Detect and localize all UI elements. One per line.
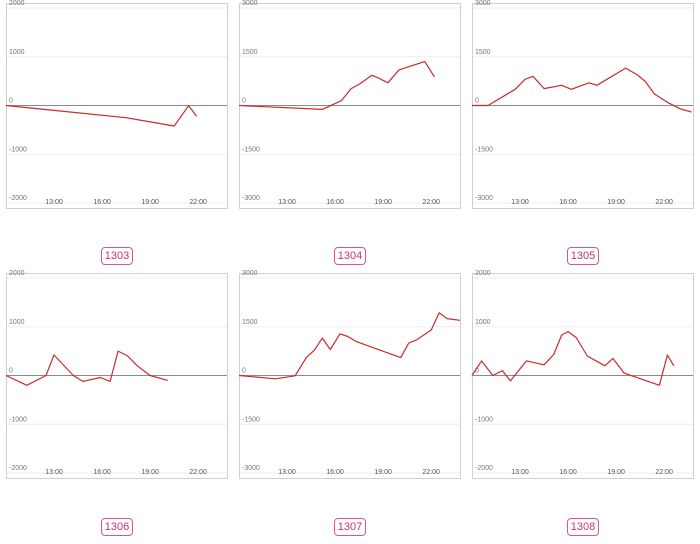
series-line [5, 350, 168, 386]
x-tick-label: 13:00 [278, 469, 296, 476]
chart-badge[interactable]: 1303 [101, 247, 133, 265]
y-tick-label: 1500 [242, 49, 258, 56]
chart-badge[interactable]: 1305 [567, 247, 599, 265]
x-tick-label: 19:00 [607, 199, 625, 206]
series-line [472, 67, 692, 113]
x-tick-label: 19:00 [374, 469, 392, 476]
y-tick-label: 0 [475, 368, 479, 375]
y-tick-label: 0 [242, 368, 246, 375]
y-tick-label: 1500 [475, 49, 491, 56]
y-tick-label: -2000 [475, 465, 493, 472]
y-tick-label: 0 [242, 98, 246, 105]
chart-svg: 3000 1500 0 -1500 -3000 13:00 16:00 19:00 22:00 [238, 0, 461, 209]
series-line [5, 104, 198, 127]
chart-badge[interactable]: 1306 [101, 518, 133, 536]
y-tick-label: 1000 [475, 319, 491, 326]
y-tick-label: 3000 [242, 270, 258, 277]
x-tick-label: 22:00 [655, 469, 673, 476]
chart-svg: 3000 1500 0 -1500 -3000 13:00 16:00 19:00 22:00 [472, 0, 694, 209]
y-tick-label: 0 [9, 98, 13, 105]
y-tick-label: -1000 [9, 416, 27, 423]
chart-panel-1308: 2000 1000 0 -1000 -2000 13:00 16:00 19:00 22:00 [471, 270, 694, 481]
x-tick-label: 22:00 [655, 199, 673, 206]
x-tick-label: 19:00 [141, 469, 159, 476]
y-tick-label: -2000 [9, 465, 27, 472]
y-tick-label: 0 [475, 98, 479, 105]
y-tick-label: 3000 [242, 0, 258, 7]
chart-svg: 2000 1000 0 -1000 -2000 13:00 16:00 19:00 22:00 [5, 270, 228, 479]
chart-badge[interactable]: 1307 [334, 518, 366, 536]
x-tick-label: 22:00 [422, 199, 440, 206]
y-tick-label: 1000 [9, 319, 25, 326]
x-tick-label: 22:00 [422, 469, 440, 476]
y-tick-label: 3000 [475, 0, 491, 7]
y-tick-label: -3000 [475, 195, 493, 202]
series-line [471, 330, 675, 386]
series-line [238, 60, 435, 111]
y-tick-label: 2000 [475, 270, 491, 277]
x-tick-label: 19:00 [607, 469, 625, 476]
x-tick-label: 19:00 [374, 199, 392, 206]
series-line [238, 312, 461, 380]
x-tick-label: 16:00 [93, 199, 111, 206]
y-tick-label: -1500 [242, 146, 260, 153]
y-tick-label: -2000 [9, 195, 27, 202]
y-tick-label: -3000 [242, 195, 260, 202]
chart-panel-1304: 3000 1500 0 -1500 -3000 13:00 16:00 19:00 22:00 [238, 0, 461, 211]
chart-panel-1305: 3000 1500 0 -1500 -3000 13:00 16:00 19:00 22:00 [472, 0, 694, 211]
chart-badge[interactable]: 1308 [567, 518, 599, 536]
x-tick-label: 13:00 [511, 199, 529, 206]
y-tick-label: 1500 [242, 319, 258, 326]
chart-panel-1303: 2000 1000 0 -1000 -2000 13:00 16:00 19:00 22:00 [5, 0, 228, 211]
chart-svg: 3000 1500 0 -1500 -3000 13:00 16:00 19:00 22:00 [238, 270, 461, 479]
y-tick-label: 2000 [9, 0, 25, 7]
chart-panel-1307: 3000 1500 0 -1500 -3000 13:00 16:00 19:00 22:00 [238, 270, 461, 481]
y-tick-label: -1000 [9, 146, 27, 153]
x-tick-label: 16:00 [326, 199, 344, 206]
y-tick-label: 1000 [9, 49, 25, 56]
x-tick-label: 16:00 [326, 469, 344, 476]
x-tick-label: 19:00 [141, 199, 159, 206]
x-tick-label: 13:00 [45, 469, 63, 476]
x-tick-label: 16:00 [93, 469, 111, 476]
x-tick-label: 13:00 [278, 199, 296, 206]
chart-panel-1306: 2000 1000 0 -1000 -2000 13:00 16:00 19:00 22:00 [5, 270, 228, 481]
x-tick-label: 13:00 [511, 469, 529, 476]
y-tick-label: -3000 [242, 465, 260, 472]
y-tick-label: -1500 [242, 416, 260, 423]
x-tick-label: 13:00 [45, 199, 63, 206]
y-tick-label: -1000 [475, 416, 493, 423]
chart-svg: 2000 1000 0 -1000 -2000 13:00 16:00 19:00 22:00 [471, 270, 694, 479]
y-tick-label: 0 [9, 368, 13, 375]
x-tick-label: 16:00 [559, 469, 577, 476]
y-tick-label: 2000 [9, 270, 25, 277]
y-tick-label: -1500 [475, 146, 493, 153]
chart-badge[interactable]: 1304 [334, 247, 366, 265]
x-tick-label: 22:00 [189, 469, 207, 476]
x-tick-label: 16:00 [559, 199, 577, 206]
x-tick-label: 22:00 [189, 199, 207, 206]
chart-svg: 2000 1000 0 -1000 -2000 13:00 16:00 19:00 22:00 [5, 0, 228, 209]
